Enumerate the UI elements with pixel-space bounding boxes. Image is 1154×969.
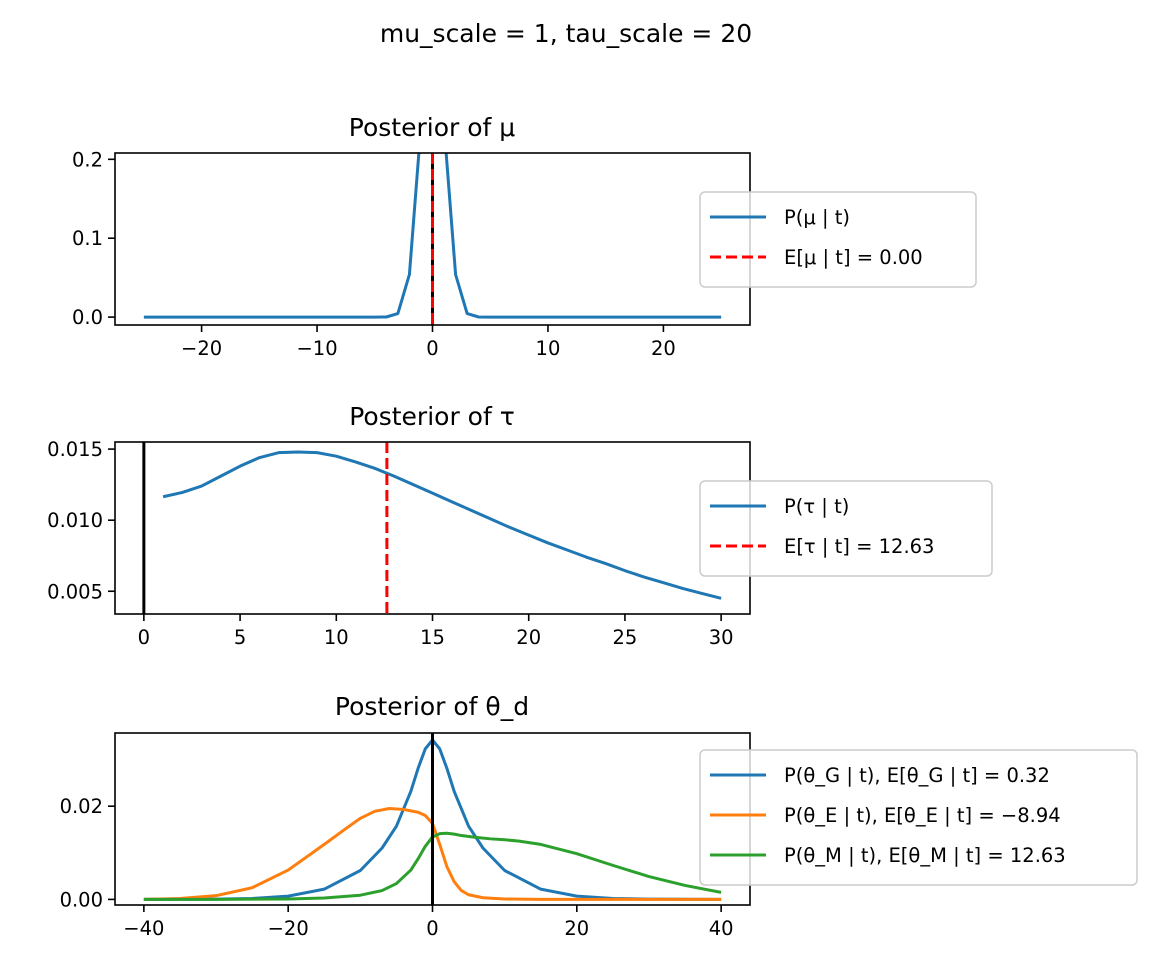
x-tick-label: 30 [709, 626, 734, 649]
x-tick-label: 40 [709, 917, 734, 940]
y-tick-label: 0.010 [47, 509, 103, 532]
legend-theta: P(θ_G | t), E[θ_G | t] = 0.32 P(θ_E | t),… [699, 749, 1138, 886]
x-tick-label: 25 [613, 626, 638, 649]
x-tick-label: 20 [516, 626, 541, 649]
legend-label: P(θ_G | t), E[θ_G | t] = 0.32 [784, 764, 1050, 787]
x-tick-label: −10 [296, 337, 337, 360]
x-tick-label: 0 [426, 337, 438, 360]
x-tick-label: 15 [420, 626, 445, 649]
figure-suptitle: mu_scale = 1, tau_scale = 20 [380, 19, 752, 48]
series-line-theta-2 [143, 831, 722, 901]
legend-label: E[μ | t] = 0.00 [784, 246, 923, 269]
panel-title-mu: Posterior of μ [349, 113, 515, 142]
legend-mu: P(μ | t) E[μ | t] = 0.00 [699, 191, 977, 288]
x-tick-label: 5 [234, 626, 246, 649]
y-tick-label: 0.005 [47, 580, 103, 603]
x-tick-label: −20 [181, 337, 222, 360]
legend-box [699, 749, 1138, 886]
legend-label: P(θ_E | t), E[θ_E | t] = −8.94 [784, 804, 1061, 827]
x-tick-label: −20 [268, 917, 309, 940]
y-tick-label: 0.015 [47, 438, 103, 461]
panel-theta: Posterior of θ_d −40 −20 0 20 40 0.00 0.02 P(θ… [60, 692, 1138, 940]
series-line-tau-0 [162, 450, 722, 600]
series-line-theta-1 [143, 807, 722, 901]
y-tick-label: 0.02 [60, 795, 103, 818]
legend-label: P(θ_M | t), E[θ_M | t] = 12.63 [784, 844, 1066, 867]
legend-label: P(τ | t) [784, 495, 849, 518]
series-line-mu-0 [143, 153, 722, 319]
legend-box [699, 480, 993, 577]
panel-title-theta: Posterior of θ_d [335, 692, 529, 721]
x-tick-label: 20 [564, 917, 589, 940]
y-tick-label: 0.1 [72, 227, 103, 250]
x-tick-label: −40 [123, 917, 164, 940]
legend-label: P(μ | t) [784, 206, 850, 229]
panel-title-tau: Posterior of τ [349, 402, 515, 431]
legend-box [699, 191, 977, 288]
x-tick-label: 10 [324, 626, 349, 649]
panel-mu: Posterior of μ −20 −10 0 10 20 0.0 0.1 0.2 P(μ … [72, 113, 977, 360]
panel-tau: Posterior of τ 0 5 10 15 20 25 30 0.005 0.010 0.0… [47, 402, 993, 649]
legend-tau: P(τ | t) E[τ | t] = 12.63 [699, 480, 993, 577]
x-tick-label: 0 [138, 626, 150, 649]
x-tick-label: 0 [426, 917, 438, 940]
y-tick-label: 0.2 [72, 148, 103, 171]
legend-label: E[τ | t] = 12.63 [784, 535, 934, 558]
x-tick-label: 20 [651, 337, 676, 360]
y-tick-label: 0.0 [72, 306, 103, 329]
y-tick-label: 0.00 [60, 888, 103, 911]
x-tick-label: 10 [536, 337, 561, 360]
